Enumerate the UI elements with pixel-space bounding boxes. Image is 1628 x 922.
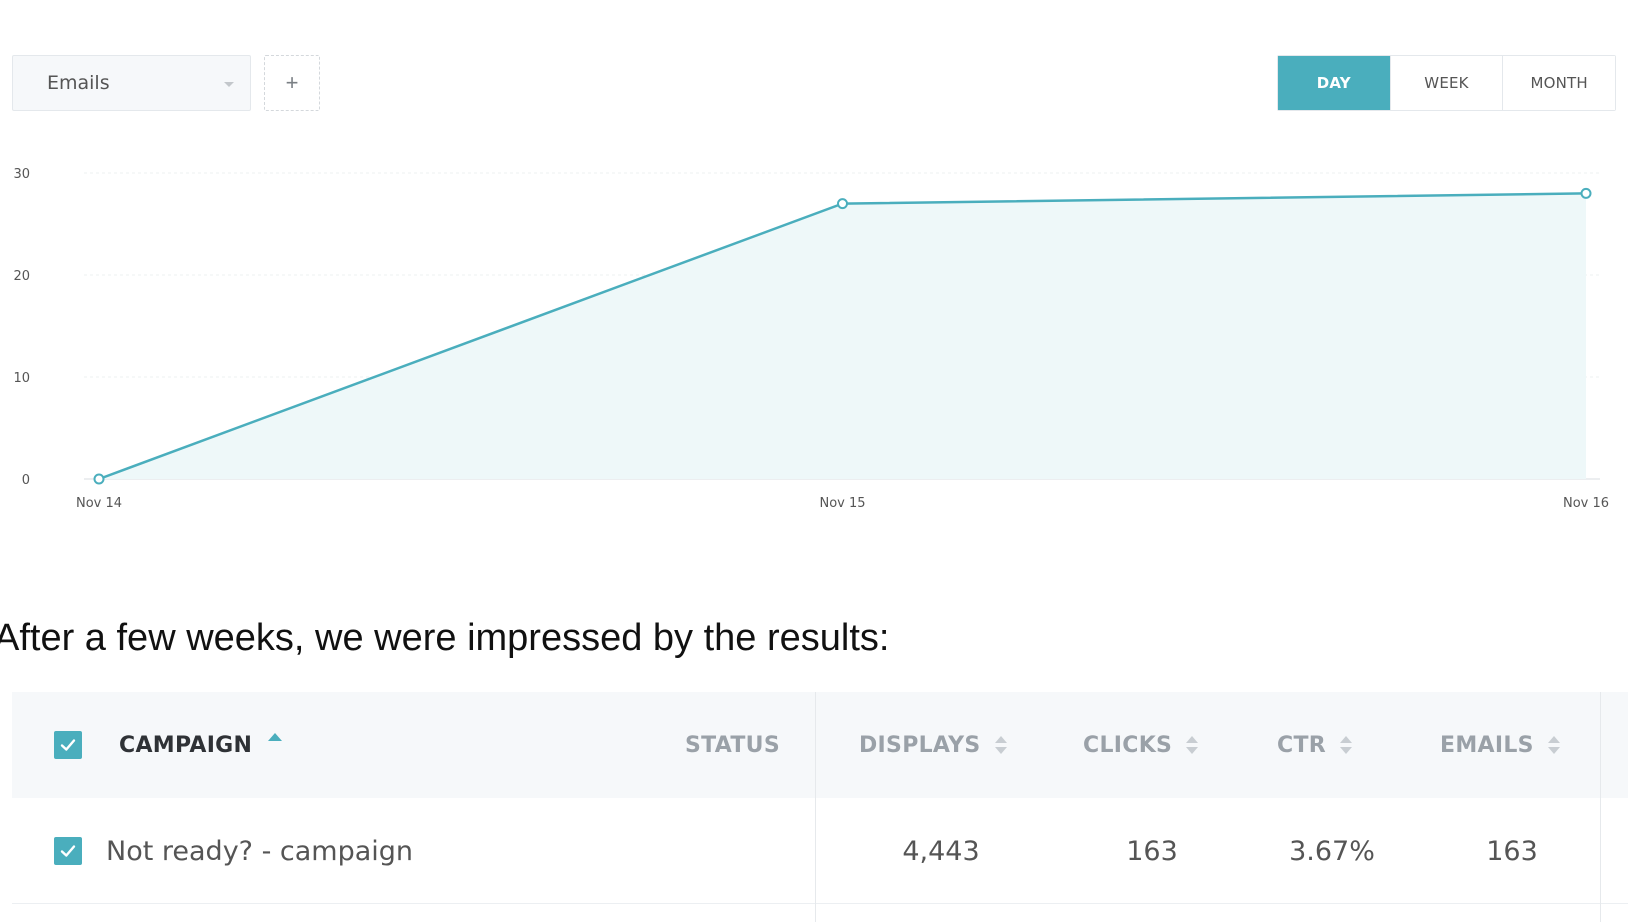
metric-select[interactable]: Emails [12,55,251,111]
table-row[interactable]: Not ready? - campaign 4,443 163 3.67% 16… [12,798,1628,904]
y-tick-label: 20 [13,269,30,284]
y-tick-label: 0 [22,473,30,488]
period-day-button[interactable]: DAY [1278,56,1391,110]
column-divider [815,692,816,922]
emails-area-chart: 0 10 20 30 Nov 14 Nov 15 Nov 16 [13,167,1609,511]
x-tick-label: Nov 15 [819,496,865,511]
sort-asc-icon [268,733,283,741]
header-campaign-label: CAMPAIGN [119,732,253,758]
header-ctr-label: CTR [1277,732,1326,758]
period-week-button[interactable]: WEEK [1390,56,1504,110]
check-icon [60,845,76,857]
data-point[interactable] [1580,187,1592,199]
x-tick-label: Nov 16 [1563,496,1609,511]
table-header-row: CAMPAIGN STATUS DISPLAYS CLICKS CTR EMAI… [12,692,1628,798]
displays-value: 4,443 [902,835,980,867]
sort-icon [1547,736,1560,754]
series-area [99,193,1586,479]
data-point[interactable] [837,198,848,210]
header-campaign[interactable]: CAMPAIGN [119,692,283,798]
header-ctr[interactable]: CTR [1277,692,1352,798]
emails-value: 163 [1486,835,1538,867]
header-emails-label: EMAILS [1440,732,1534,758]
select-all-checkbox[interactable] [54,731,82,759]
header-status-label: STATUS [685,732,780,758]
y-tick-label: 30 [13,167,30,182]
header-displays-label: DISPLAYS [859,732,981,758]
header-clicks[interactable]: CLICKS [1083,692,1199,798]
period-month-button[interactable]: MONTH [1503,56,1616,110]
chevron-down-icon [224,81,234,87]
check-icon [60,739,76,751]
x-tick-label: Nov 14 [76,496,122,511]
column-divider [1600,692,1601,922]
campaign-name[interactable]: Not ready? - campaign [106,835,414,867]
row-checkbox[interactable] [54,837,82,865]
sort-icon [994,736,1007,754]
sort-icon [1186,736,1199,754]
metric-select-value: Emails [47,72,110,94]
y-tick-label: 10 [13,371,30,386]
clicks-value: 163 [1126,835,1178,867]
campaign-table: CAMPAIGN STATUS DISPLAYS CLICKS CTR EMAI… [12,692,1628,922]
sort-icon [1340,736,1352,754]
header-emails[interactable]: EMAILS [1440,692,1560,798]
header-status[interactable]: STATUS [685,692,780,798]
add-metric-button[interactable]: + [264,55,320,111]
header-clicks-label: CLICKS [1083,732,1173,758]
header-displays[interactable]: DISPLAYS [859,692,1007,798]
data-point[interactable] [93,473,105,485]
period-toggle: DAY WEEK MONTH [1277,55,1616,111]
results-paragraph: After a few weeks, we were impressed by … [0,617,890,659]
ctr-value: 3.67% [1289,835,1375,867]
